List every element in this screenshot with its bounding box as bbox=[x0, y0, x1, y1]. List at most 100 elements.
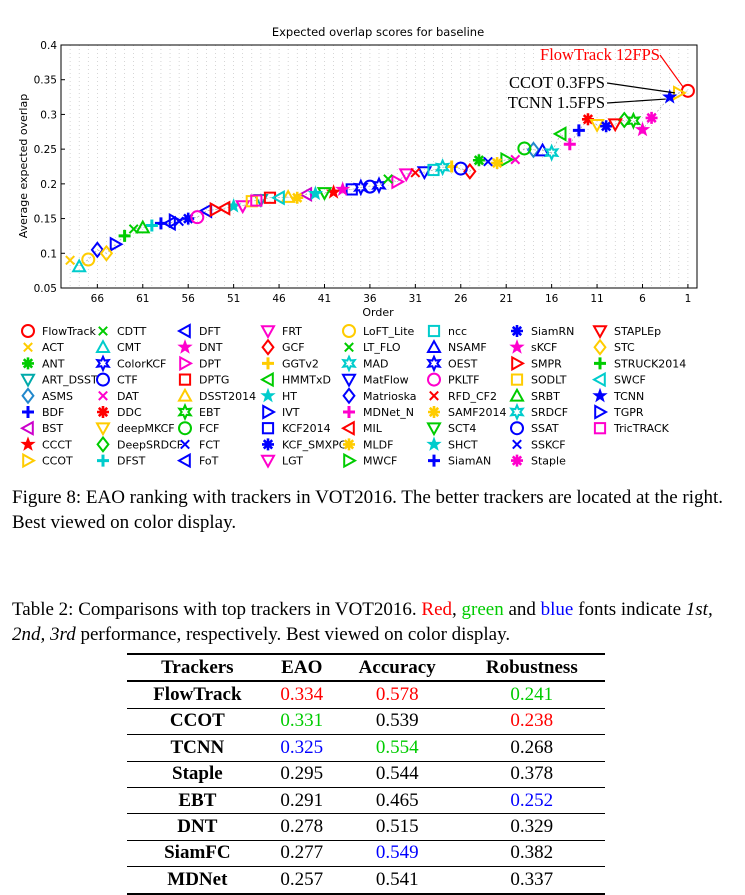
y-tick-label: 0.25 bbox=[34, 144, 57, 156]
legend-dft-label: DFT bbox=[199, 325, 221, 338]
x-ticks: 66 61 56 51 46 41 36 31 26 21 16 11 6 1 bbox=[91, 284, 691, 305]
legend-mil-marker bbox=[340, 420, 355, 436]
legend-mwcf-marker bbox=[343, 452, 358, 469]
marker-ebt bbox=[625, 111, 642, 130]
x-tick-label: 56 bbox=[182, 293, 196, 305]
legend-fct-label: FCT bbox=[199, 438, 220, 451]
legend-rfd-cf2-label: RFD_CF2 bbox=[448, 390, 497, 403]
marker-sskcf bbox=[483, 156, 493, 167]
legend-frt-marker bbox=[260, 325, 276, 340]
caption-green-word: green bbox=[461, 599, 504, 620]
legend-dfst-label: DFST bbox=[117, 455, 146, 468]
tracker-name: SiamFC bbox=[164, 842, 231, 864]
legend-fot-label: FoT bbox=[199, 455, 219, 468]
legend-siaman-marker bbox=[428, 454, 440, 467]
marker-dfst bbox=[145, 219, 158, 232]
legend-ncc-marker bbox=[427, 324, 441, 338]
tracker-name: FlowTrack bbox=[153, 684, 242, 706]
legend-smpr-label: SMPR bbox=[531, 357, 562, 370]
marker-mdnet-n bbox=[563, 138, 576, 151]
marker-hmmtxd bbox=[552, 126, 567, 142]
legend-bdf-marker bbox=[22, 406, 34, 418]
marker-ant bbox=[472, 154, 485, 167]
legend-dnt-label: DNT bbox=[199, 341, 223, 354]
legend-struck2014-marker bbox=[594, 357, 606, 370]
legend-siamrn-label: SiamRN bbox=[531, 325, 574, 338]
legend-skcf-label: sKCF bbox=[531, 341, 557, 354]
header-accuracy: Accuracy bbox=[358, 656, 436, 678]
tracker-name: Staple bbox=[172, 763, 223, 785]
legend-matflow-marker bbox=[341, 373, 357, 388]
accuracy-value: 0.465 bbox=[375, 789, 419, 811]
legend-tcnn-marker bbox=[592, 387, 608, 403]
legend-mad-marker bbox=[341, 354, 357, 373]
legend-ht-marker bbox=[260, 387, 276, 403]
legend-mad-label: MAD bbox=[363, 357, 389, 370]
legend-siamrn-marker bbox=[511, 325, 523, 337]
legend-loft-lite-marker bbox=[342, 324, 356, 338]
legend-asms-marker bbox=[21, 387, 35, 405]
annotation-arrow-tcnn bbox=[606, 98, 666, 104]
marker-mldf bbox=[291, 191, 304, 204]
accuracy-value: 0.549 bbox=[375, 842, 419, 864]
marker-srdcf bbox=[543, 143, 560, 162]
legend-staplep-label: STAPLEp bbox=[614, 325, 661, 338]
legend-fot-marker bbox=[176, 452, 191, 469]
legend-ggtv2-marker bbox=[262, 357, 274, 370]
legend-cdtt-marker bbox=[98, 326, 108, 336]
legend-lt-flo-marker bbox=[344, 342, 354, 353]
legend-samf2014-label: SAMF2014 bbox=[448, 406, 507, 419]
legend-dat-label: DAT bbox=[117, 390, 139, 403]
legend-hmmtxd-label: HMMTxD bbox=[282, 374, 331, 387]
eao-value: 0.325 bbox=[280, 736, 324, 758]
marker-kcf-smxpc bbox=[182, 212, 195, 225]
marker-ddc bbox=[581, 113, 594, 126]
legend-ctf-marker bbox=[96, 372, 110, 387]
x-tick-label: 21 bbox=[500, 293, 513, 305]
header-eao: EAO bbox=[281, 656, 323, 678]
legend-lgt-label: LGT bbox=[282, 455, 303, 468]
legend-tgpr-marker bbox=[594, 404, 609, 420]
data-markers bbox=[65, 83, 695, 273]
legend-fcf-marker bbox=[178, 421, 192, 436]
legend-fcf-label: FCF bbox=[199, 422, 219, 435]
legend-lgt-marker bbox=[260, 454, 276, 469]
header-trackers: Trackers bbox=[161, 656, 234, 678]
legend-dsst2014-label: DSST2014 bbox=[199, 390, 256, 403]
marker-matrioska bbox=[90, 241, 105, 259]
table-row: EBT 0.291 0.465 0.252 bbox=[127, 787, 605, 814]
legend-lt-flo-label: LT_FLO bbox=[363, 341, 401, 354]
legend-stc-marker bbox=[593, 338, 607, 356]
legend-sskcf-marker bbox=[512, 439, 522, 450]
marker-cmt bbox=[71, 258, 87, 273]
x-tick-label: 16 bbox=[545, 293, 559, 305]
y-tick-label: 0.3 bbox=[40, 109, 57, 121]
legend-sodlt-marker bbox=[510, 373, 524, 386]
legend-dsst2014-marker bbox=[177, 387, 193, 402]
tracker-name: DNT bbox=[177, 816, 218, 838]
legend-kcf2014-marker bbox=[261, 422, 275, 435]
robustness-value: 0.268 bbox=[510, 736, 554, 758]
annotation-arrow-ccot bbox=[606, 82, 675, 94]
robustness-value: 0.382 bbox=[510, 842, 554, 864]
marker-samf2014 bbox=[491, 157, 504, 170]
robustness-value: 0.378 bbox=[510, 763, 554, 785]
legend-nsamf-label: NSAMF bbox=[448, 341, 487, 354]
marker-struck2014 bbox=[118, 229, 131, 242]
legend-sodlt-label: SODLT bbox=[531, 374, 567, 387]
x-tick-label: 46 bbox=[272, 293, 286, 305]
marker-deepmkcf bbox=[589, 119, 605, 133]
legend-matrioska-marker bbox=[342, 387, 356, 405]
marker-loft-lite bbox=[81, 252, 96, 267]
legend-dpt-label: DPT bbox=[199, 357, 221, 370]
legend-ccot-label: CCOT bbox=[42, 455, 73, 468]
legend-swcf-label: SWCF bbox=[614, 374, 646, 387]
legend: FlowTrack ACT ANT ART_DSST ASMS BDF BST CCCT CCO… bbox=[19, 323, 686, 469]
legend-ebt-label: EBT bbox=[199, 406, 220, 419]
marker-sct4 bbox=[316, 187, 333, 201]
legend-deepmkcf-label: deepMKCF bbox=[117, 422, 175, 435]
legend-dptg-label: DPTG bbox=[199, 374, 229, 387]
legend-dnt-marker bbox=[177, 339, 193, 354]
x-tick-label: 26 bbox=[454, 293, 468, 305]
